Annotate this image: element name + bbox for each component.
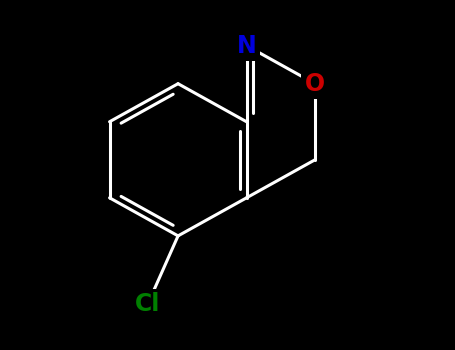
Text: N: N bbox=[237, 34, 257, 58]
Text: O: O bbox=[305, 72, 325, 96]
Text: Cl: Cl bbox=[135, 292, 160, 316]
